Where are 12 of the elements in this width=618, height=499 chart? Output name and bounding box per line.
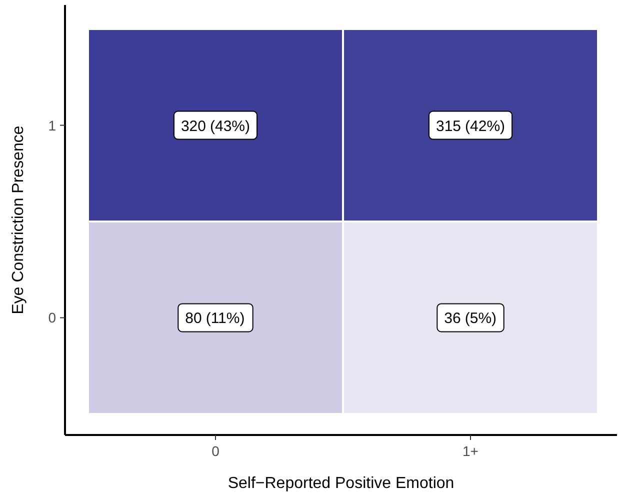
data-label: 315 <box>436 118 462 135</box>
y-tick-label: 1 <box>48 117 56 134</box>
annotation: (42%) <box>465 118 506 135</box>
x-axis-title: Self−Reported Positive Emotion <box>228 475 454 492</box>
data-label: 320 <box>180 118 206 135</box>
x-tick-label: 1+ <box>462 443 478 459</box>
annotation: (43%) <box>210 118 250 135</box>
y-axis-title: Eye Constriction Presence <box>10 126 27 314</box>
data-label: 80 <box>185 310 202 328</box>
annotation: (5%) <box>464 310 497 328</box>
data-label: 36 <box>444 310 461 328</box>
annotation: (11%) <box>206 310 245 328</box>
